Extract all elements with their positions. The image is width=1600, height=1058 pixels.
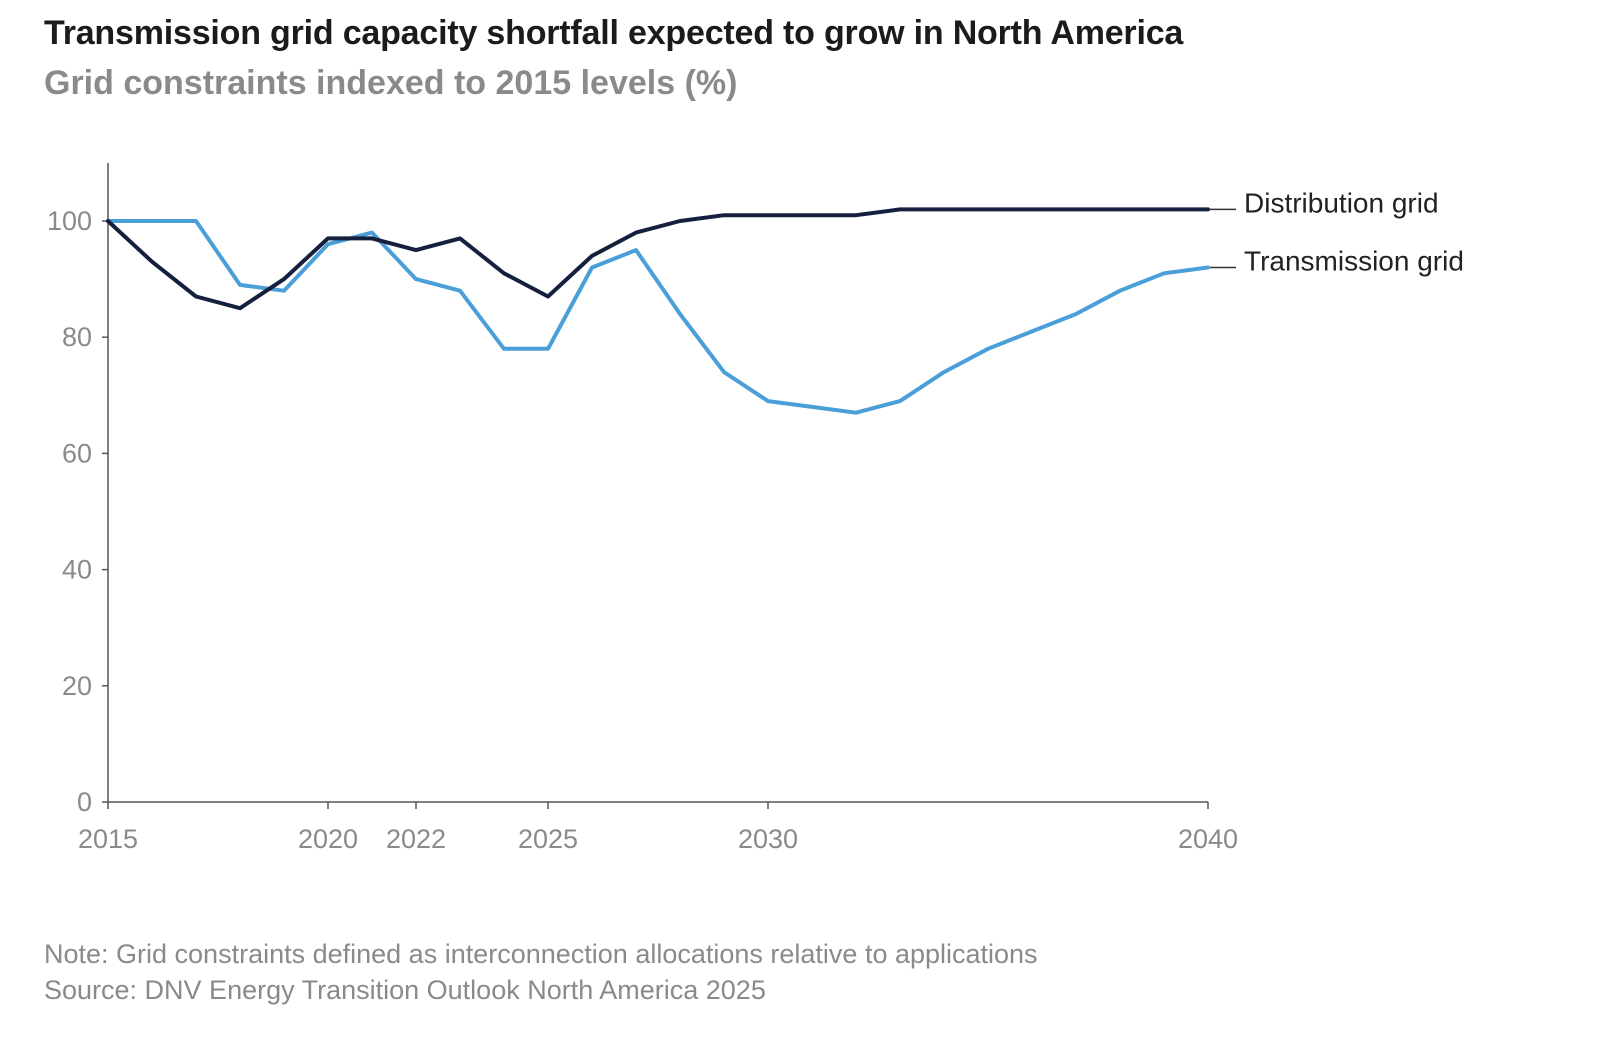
x-tick-label: 2040 bbox=[1178, 824, 1238, 854]
y-tick-label: 100 bbox=[47, 206, 92, 236]
x-tick-label: 2030 bbox=[738, 824, 798, 854]
x-tick-label: 2025 bbox=[518, 824, 578, 854]
y-tick-label: 0 bbox=[77, 787, 92, 817]
y-tick-label: 80 bbox=[62, 322, 92, 352]
series-line-transmission-grid bbox=[106, 219, 1210, 415]
chart-source: Source: DNV Energy Transition Outlook No… bbox=[44, 975, 766, 1005]
series-label-distribution-grid: Distribution grid bbox=[1244, 187, 1439, 218]
series-label-transmission-grid: Transmission grid bbox=[1244, 245, 1464, 276]
y-tick-label: 60 bbox=[62, 438, 92, 468]
x-tick-label: 2015 bbox=[78, 824, 138, 854]
chart-note: Note: Grid constraints defined as interc… bbox=[44, 939, 1038, 969]
x-tick-label: 2020 bbox=[298, 824, 358, 854]
y-tick-label: 40 bbox=[62, 555, 92, 585]
series-line-distribution-grid bbox=[106, 207, 1210, 311]
y-tick-label: 20 bbox=[62, 671, 92, 701]
chart-notes: Note: Grid constraints defined as interc… bbox=[44, 936, 1038, 1008]
x-tick-label: 2022 bbox=[386, 824, 446, 854]
chart-subtitle: Grid constraints indexed to 2015 levels … bbox=[44, 64, 738, 102]
chart-title: Transmission grid capacity shortfall exp… bbox=[44, 14, 1184, 52]
